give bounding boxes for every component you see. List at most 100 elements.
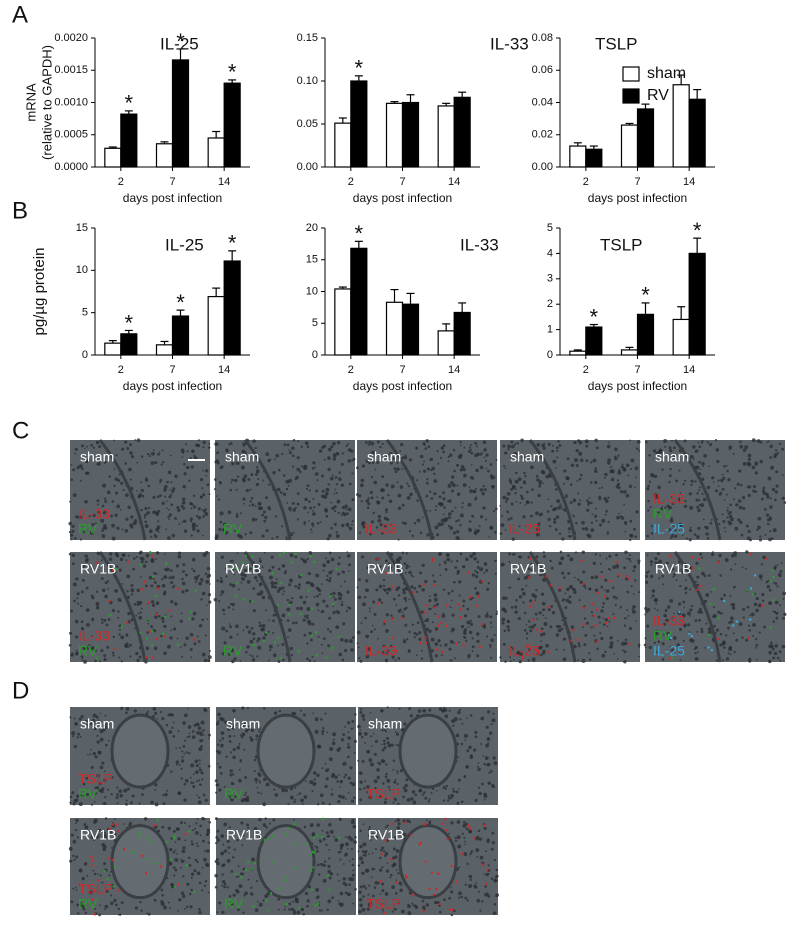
cell-texture (192, 569, 196, 573)
signal-dot (265, 631, 268, 634)
cell-texture (189, 776, 192, 779)
cell-texture (315, 586, 319, 590)
cell-texture (475, 848, 480, 853)
cell-texture (550, 604, 554, 608)
cell-texture (339, 786, 342, 789)
signal-dot (137, 834, 141, 837)
signal-dot (278, 553, 282, 557)
bar (334, 288, 352, 356)
cell-texture (600, 585, 604, 589)
cell-texture (96, 503, 99, 506)
cell-texture (410, 574, 413, 577)
cell-texture (535, 588, 538, 592)
cell-texture (503, 629, 507, 633)
cell-texture (487, 469, 490, 473)
cell-texture (368, 607, 371, 610)
cell-texture (253, 758, 257, 762)
cell-texture (229, 583, 232, 586)
cell-texture (71, 553, 76, 558)
cell-texture (368, 884, 371, 887)
cell-texture (742, 616, 745, 619)
cell-texture (69, 631, 73, 635)
cell-texture (582, 626, 584, 629)
cell-texture (560, 505, 563, 508)
cell-texture (204, 572, 208, 576)
cell-texture (397, 609, 401, 613)
cell-texture (368, 795, 373, 800)
cell-texture (94, 786, 99, 790)
cell-texture (242, 724, 245, 728)
cell-texture (263, 551, 266, 554)
cell-texture (373, 779, 378, 784)
cell-texture (657, 568, 660, 571)
cell-texture (172, 487, 176, 491)
cell-texture (436, 900, 440, 904)
cell-texture (178, 763, 181, 766)
cell-texture (284, 906, 287, 908)
cell-texture (119, 557, 124, 562)
cell-texture (637, 561, 641, 565)
cell-texture (92, 869, 95, 872)
cell-texture (764, 533, 767, 536)
cell-texture (599, 554, 602, 557)
cell-texture (76, 597, 79, 600)
cell-texture (170, 600, 174, 604)
cell-texture (120, 660, 123, 663)
signal-dot (251, 555, 254, 558)
cell-texture (317, 609, 320, 612)
cell-texture (600, 609, 604, 613)
cell-texture (164, 495, 167, 498)
vessel (528, 439, 577, 541)
cell-texture (355, 493, 359, 496)
cell-texture (494, 507, 498, 511)
cell-texture (172, 866, 176, 870)
cell-texture (162, 793, 165, 796)
cell-texture (689, 505, 694, 510)
cell-texture (242, 479, 246, 483)
cell-texture (483, 488, 487, 492)
cell-texture (199, 783, 202, 787)
cell-texture (301, 465, 304, 468)
cell-texture (275, 535, 279, 539)
cell-texture (148, 506, 151, 510)
cell-texture (326, 628, 330, 631)
cell-texture (380, 708, 384, 713)
cell-texture (490, 656, 493, 659)
cell-texture (605, 596, 609, 601)
cell-texture (272, 631, 274, 634)
cell-texture (588, 497, 591, 499)
cell-texture (231, 602, 235, 607)
cell-texture (229, 724, 233, 728)
cell-texture (179, 866, 182, 869)
cell-texture (742, 461, 747, 466)
cell-texture (227, 443, 231, 446)
micrograph-title: RV1B (368, 827, 404, 843)
cell-texture (774, 498, 777, 502)
error-bar (160, 340, 169, 345)
cell-texture (127, 554, 130, 557)
cell-texture (329, 593, 333, 596)
cell-texture (584, 633, 588, 637)
cell-texture (276, 589, 280, 593)
cell-texture (81, 877, 85, 881)
cell-texture (447, 512, 452, 516)
cell-texture (396, 481, 399, 484)
cell-texture (756, 528, 759, 531)
cell-texture (389, 788, 391, 791)
cell-texture (191, 522, 196, 527)
cell-texture (609, 641, 614, 646)
cell-texture (318, 909, 322, 912)
cell-texture (501, 621, 505, 625)
cell-texture (670, 648, 675, 652)
cell-texture (270, 581, 275, 585)
cell-texture (87, 753, 89, 756)
cell-texture (702, 497, 707, 502)
cell-texture (426, 533, 430, 537)
error-bar (693, 237, 702, 254)
cell-texture (262, 777, 267, 782)
cell-texture (759, 459, 763, 464)
cell-texture (250, 886, 253, 889)
cell-texture (205, 833, 208, 836)
